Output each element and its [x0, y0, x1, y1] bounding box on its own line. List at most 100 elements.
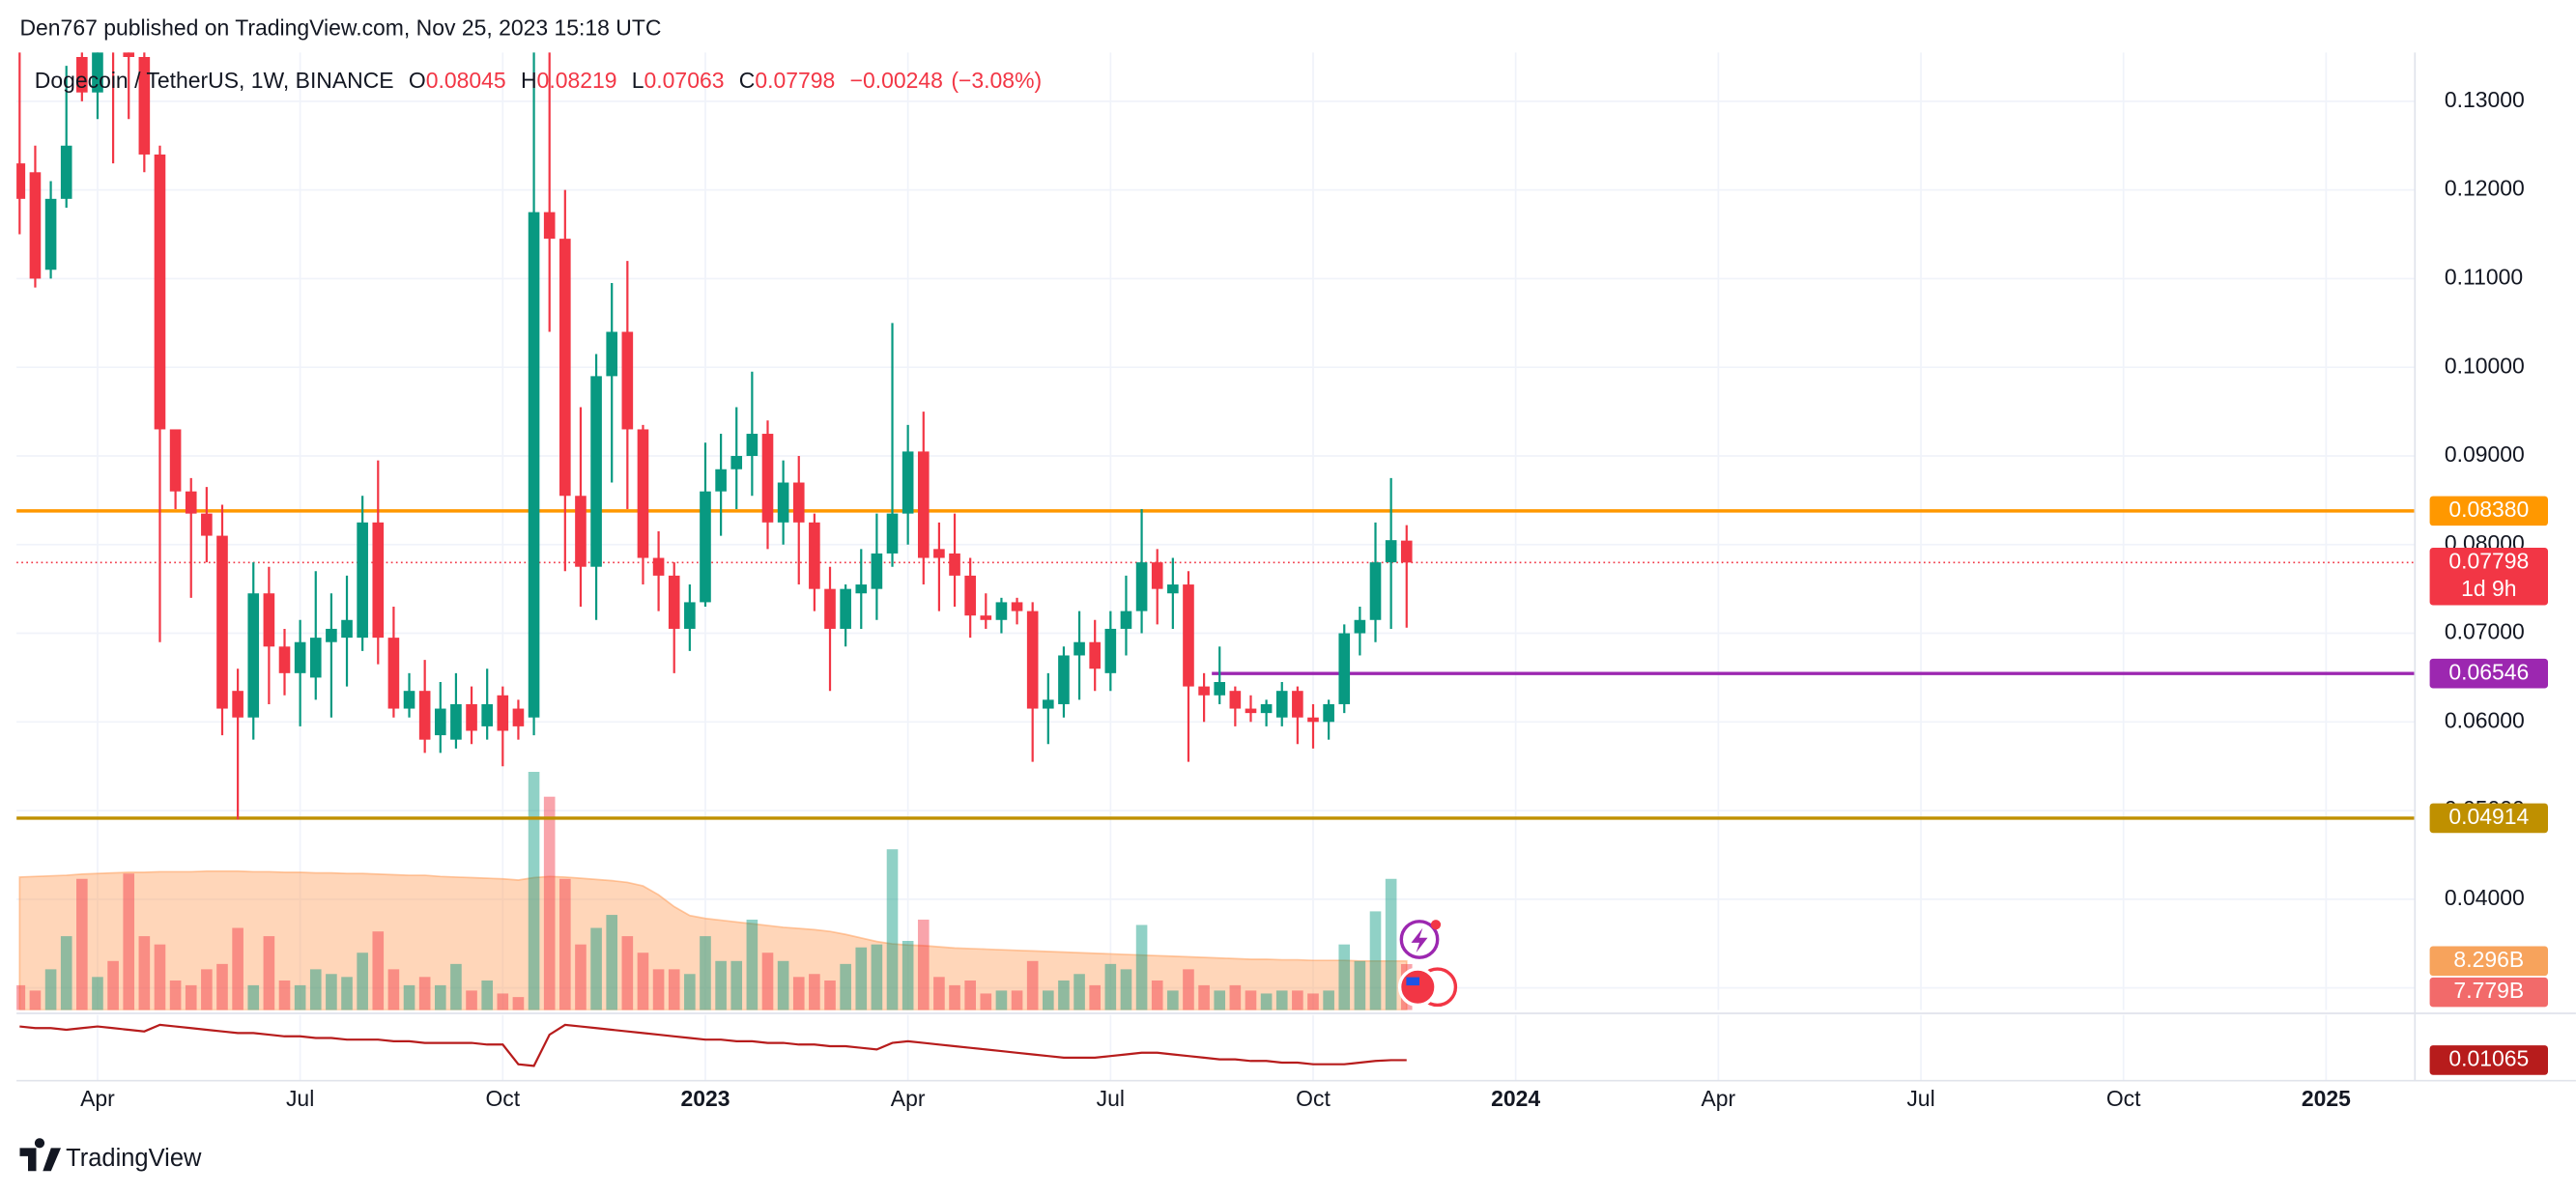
- legend: Dogecoin / TetherUS, 1W, BINANCE O0.08045…: [35, 68, 1042, 93]
- last-price-tag-box: [2429, 547, 2549, 606]
- candle-body: [792, 482, 805, 523]
- volume-bar: [92, 977, 103, 1010]
- candle-body: [60, 145, 72, 199]
- x-tick-label: Jul: [1906, 1086, 1934, 1111]
- volume-bar: [1058, 980, 1070, 1010]
- candle-body: [497, 695, 509, 731]
- candle-body: [92, 52, 103, 93]
- volume-bar: [418, 977, 431, 1010]
- candle-body: [949, 553, 960, 576]
- volume-bar: [1026, 960, 1039, 1010]
- x-tick-label: Apr: [891, 1086, 926, 1111]
- candle-body: [543, 212, 556, 240]
- level-tag: 0.04914: [2448, 804, 2529, 829]
- c-value: 0.07798: [755, 68, 835, 93]
- volume-bar: [450, 963, 462, 1010]
- volume-bar: [917, 919, 930, 1010]
- candle-body: [1354, 619, 1366, 634]
- volume-bar: [621, 936, 634, 1010]
- candle-body: [1323, 703, 1334, 723]
- volume-pane: [16, 772, 1413, 1010]
- volume-bar: [294, 984, 306, 1010]
- volume-bar: [543, 796, 556, 1010]
- volume-bar: [933, 977, 945, 1010]
- volume-bar: [995, 990, 1008, 1010]
- volume-bar: [824, 980, 836, 1010]
- volume-bar: [1120, 969, 1132, 1010]
- volume-bar: [606, 915, 618, 1010]
- volume-bar: [1338, 944, 1351, 1010]
- candle-body: [185, 491, 197, 514]
- volume-bar: [1167, 990, 1179, 1010]
- o-letter: O: [409, 68, 426, 93]
- volume-bar: [1011, 990, 1023, 1010]
- volume-bar: [1307, 993, 1319, 1010]
- volume-bar: [840, 963, 851, 1010]
- candle-body: [1104, 628, 1117, 673]
- volume-bar: [434, 984, 446, 1010]
- volume-bar: [668, 969, 680, 1010]
- volume-ma-area: [18, 869, 1408, 1010]
- volume-bar: [559, 878, 571, 1010]
- volume-bar: [1104, 963, 1117, 1010]
- candle-body: [326, 628, 337, 642]
- volume-bar: [902, 940, 914, 1010]
- candle-body: [123, 52, 135, 57]
- volume-bar: [715, 960, 727, 1010]
- volume-bar: [871, 944, 883, 1010]
- volume-bar: [403, 984, 415, 1010]
- volume-bar: [1385, 878, 1397, 1010]
- volume-bar: [29, 990, 42, 1010]
- y-tick-label: 0.11000: [2445, 264, 2523, 289]
- volume-bar: [1214, 990, 1226, 1010]
- volume-bar: [466, 990, 477, 1010]
- volume-bar: [964, 980, 976, 1010]
- candle-body: [154, 154, 166, 430]
- volume-bar: [123, 873, 135, 1010]
- candle-body: [1026, 611, 1039, 709]
- y-tick-label: 0.09000: [2445, 441, 2525, 467]
- candle-body: [1214, 682, 1226, 696]
- candle-body: [1183, 584, 1194, 687]
- volume-bar: [326, 974, 337, 1010]
- candle-body: [387, 638, 400, 709]
- event-icons: [1397, 920, 1458, 1008]
- x-tick-label: Jul: [1097, 1086, 1125, 1111]
- volume-bar: [138, 936, 151, 1010]
- candle-body: [1369, 562, 1382, 620]
- volume-bar: [746, 919, 758, 1010]
- volume-bar: [512, 997, 525, 1010]
- volume-bar: [1323, 990, 1334, 1010]
- candle-body: [575, 496, 587, 567]
- volume-bar: [169, 980, 182, 1010]
- h-value: 0.08219: [537, 68, 617, 93]
- candle-body: [294, 641, 306, 673]
- volume-bar: [1183, 969, 1194, 1010]
- event-icon: [1411, 927, 1428, 953]
- candle-body: [606, 331, 618, 377]
- volume-bar: [949, 984, 960, 1010]
- volume-bar: [980, 993, 992, 1010]
- candle-body: [684, 602, 696, 629]
- symbol: Dogecoin / TetherUS, 1W, BINANCE: [35, 68, 394, 93]
- candle-body: [980, 615, 992, 620]
- candle-body: [902, 451, 914, 514]
- candle-body: [372, 522, 385, 639]
- indicator-line: [19, 1023, 1407, 1067]
- candle-body: [824, 588, 836, 629]
- h-letter: H: [521, 68, 537, 93]
- candle-body: [481, 703, 493, 726]
- volume-bar: [76, 878, 88, 1010]
- candle-body: [700, 491, 711, 603]
- y-tick-label: 0.13000: [2445, 87, 2525, 112]
- volume-bar: [1043, 990, 1054, 1010]
- candle-body: [559, 239, 571, 497]
- x-tick-label: Apr: [1701, 1086, 1735, 1111]
- l-value: 0.07063: [644, 68, 725, 93]
- level-tag-box: [2429, 803, 2549, 834]
- candle-body: [621, 331, 634, 430]
- volume-bar: [730, 960, 743, 1010]
- volume-bar: [652, 969, 665, 1010]
- candle-body: [232, 691, 243, 718]
